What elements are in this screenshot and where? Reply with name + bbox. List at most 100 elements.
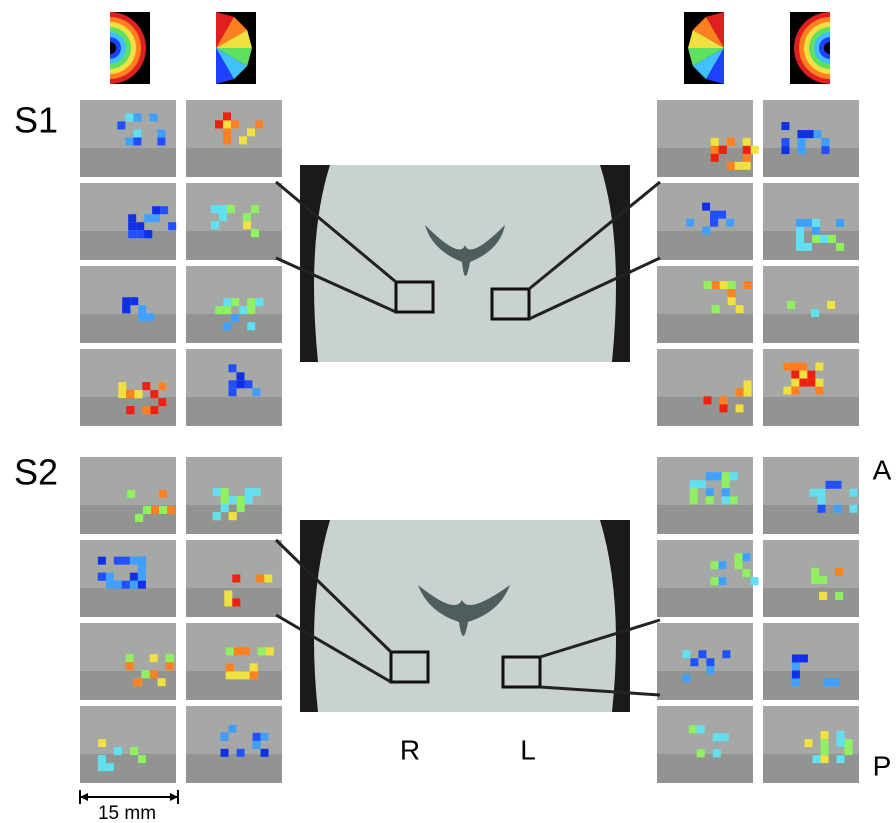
activation-voxel: [98, 763, 106, 771]
activation-voxel: [118, 390, 126, 398]
tile: [657, 266, 753, 343]
activation-voxel: [735, 162, 743, 170]
tile: [80, 349, 176, 426]
tile: [80, 706, 176, 783]
color-key: [684, 12, 724, 84]
activation-voxel: [791, 371, 799, 379]
activation-voxel: [215, 306, 223, 314]
activation-voxel: [122, 297, 130, 305]
activation-voxel: [244, 380, 252, 388]
tile: [80, 623, 176, 700]
activation-voxel: [231, 298, 239, 306]
activation-voxel: [242, 671, 250, 679]
activation-voxel: [138, 565, 146, 573]
activation-voxel: [807, 379, 815, 387]
figure: S1 S2 A P R L 15 mm: [0, 0, 896, 823]
activation-voxel: [828, 235, 836, 243]
activation-voxel: [836, 243, 844, 251]
activation-voxel: [138, 581, 146, 589]
activation-voxel: [237, 496, 245, 504]
activation-voxel: [702, 203, 710, 211]
tile-shade: [657, 231, 753, 260]
activation-voxel: [159, 490, 167, 498]
tile: [763, 623, 859, 700]
tile: [763, 266, 859, 343]
activation-voxel: [223, 112, 231, 120]
activation-voxel: [247, 298, 255, 306]
activation-voxel: [702, 227, 710, 235]
key-center: [104, 42, 116, 54]
activation-voxel: [817, 497, 825, 505]
activation-voxel: [807, 371, 815, 379]
tile: [186, 100, 282, 177]
activation-voxel: [809, 489, 817, 497]
activation-voxel: [797, 146, 805, 154]
hemisphere-label: R: [400, 734, 420, 765]
activation-voxel: [168, 222, 176, 230]
activation-voxel: [122, 305, 130, 313]
activation-voxel: [126, 406, 134, 414]
activation-voxel: [125, 113, 133, 121]
activation-voxel: [837, 755, 845, 763]
activation-voxel: [231, 120, 239, 128]
activation-voxel: [122, 557, 130, 565]
activation-voxel: [690, 658, 698, 666]
key-wheel: [794, 12, 866, 84]
activation-voxel: [237, 749, 245, 757]
activation-voxel: [728, 281, 736, 289]
activation-voxel: [234, 671, 242, 679]
activation-voxel: [728, 297, 736, 305]
activation-voxel: [706, 666, 714, 674]
activation-voxel: [144, 214, 152, 222]
activation-voxel: [130, 297, 138, 305]
activation-voxel: [126, 662, 134, 670]
activation-voxel: [255, 120, 263, 128]
activation-voxel: [713, 733, 721, 741]
activation-voxel: [710, 219, 718, 227]
activation-voxel: [258, 647, 266, 655]
activation-voxel: [152, 214, 160, 222]
activation-voxel: [243, 213, 251, 221]
activation-voxel: [718, 577, 726, 585]
activation-voxel: [722, 488, 730, 496]
activation-voxel: [229, 512, 237, 520]
activation-voxel: [706, 658, 714, 666]
activation-voxel: [817, 489, 825, 497]
color-key: [74, 12, 150, 84]
activation-voxel: [150, 654, 158, 662]
activation-voxel: [750, 577, 758, 585]
activation-voxel: [232, 598, 240, 606]
activation-voxel: [833, 505, 841, 513]
activation-voxel: [799, 379, 807, 387]
key-wheel: [74, 12, 146, 84]
activation-voxel: [150, 390, 158, 398]
activation-voxel: [98, 755, 106, 763]
activation-voxel: [836, 219, 844, 227]
activation-voxel: [722, 472, 730, 480]
tile: [80, 457, 176, 534]
activation-voxel: [133, 113, 141, 121]
activation-voxel: [245, 496, 253, 504]
activation-voxel: [138, 305, 146, 313]
activation-voxel: [215, 120, 223, 128]
subject-label: S2: [14, 452, 58, 493]
activation-voxel: [98, 739, 106, 747]
tile-shade: [763, 148, 859, 177]
tile: [763, 706, 859, 783]
activation-voxel: [157, 129, 165, 137]
activation-voxel: [229, 725, 237, 733]
activation-voxel: [251, 205, 259, 213]
activation-voxel: [211, 205, 219, 213]
activation-voxel: [130, 557, 138, 565]
axis-label: P: [873, 750, 892, 781]
activation-voxel: [792, 678, 800, 686]
activation-voxel: [811, 576, 819, 584]
tile-shade: [186, 754, 282, 783]
activation-voxel: [166, 662, 174, 670]
activation-voxel: [835, 592, 843, 600]
activation-voxel: [114, 557, 122, 565]
tile: [657, 349, 753, 426]
activation-voxel: [239, 136, 247, 144]
tile: [657, 183, 753, 260]
activation-voxel: [744, 281, 752, 289]
